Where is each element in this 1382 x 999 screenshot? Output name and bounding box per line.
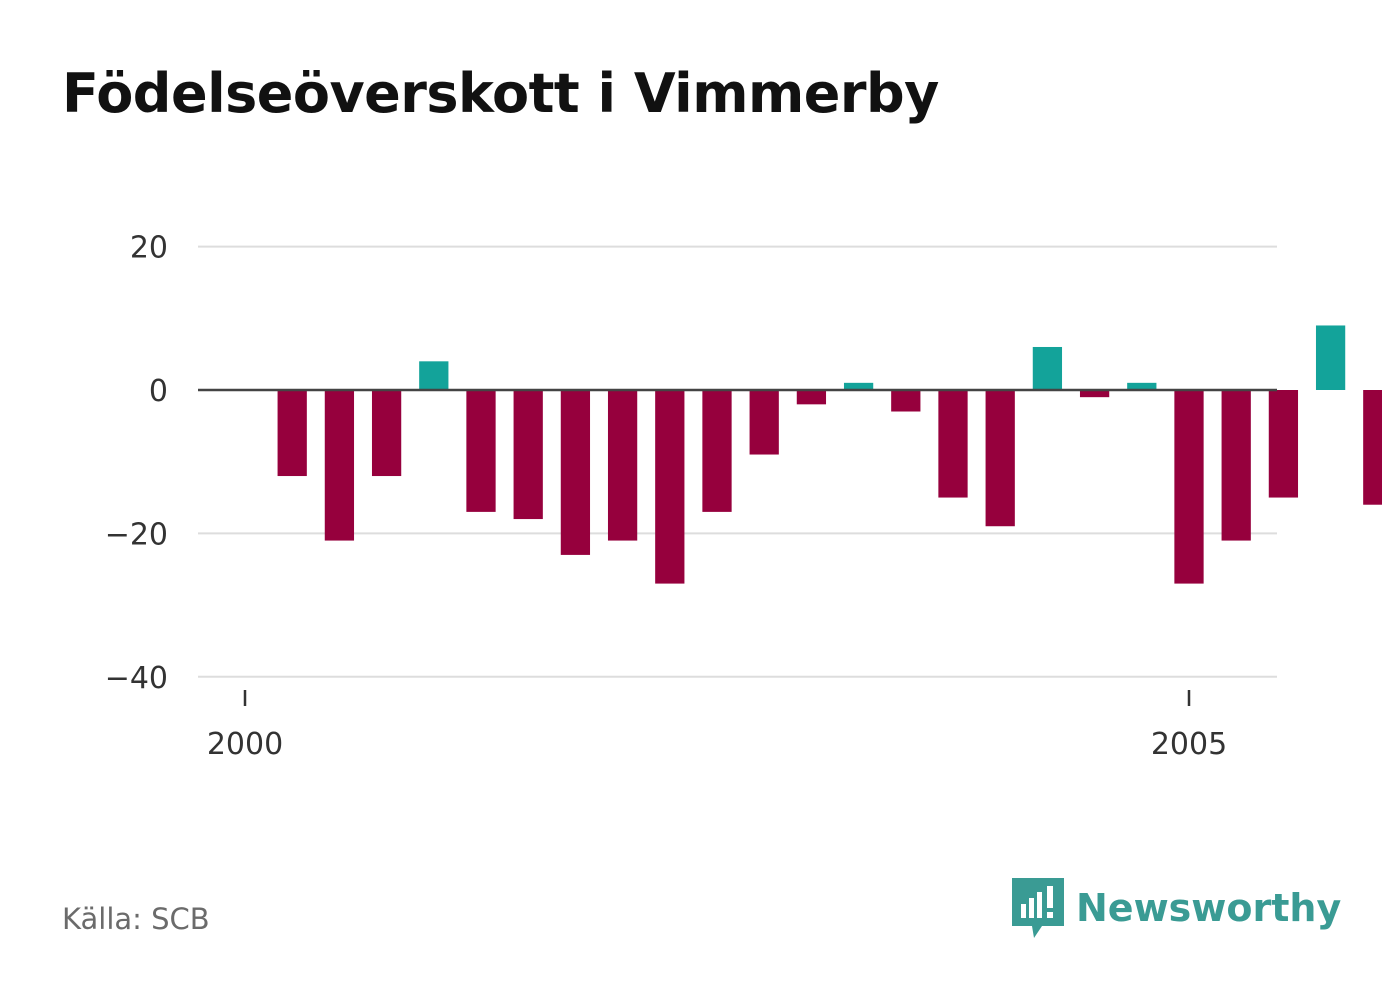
bar [1079, 390, 1110, 398]
x-tick-label: 2005 [1151, 727, 1227, 762]
bar [655, 390, 685, 584]
bar [1032, 346, 1063, 390]
bar [985, 390, 1015, 527]
brand-logo: Newsworthy [1012, 878, 1341, 938]
bar [1221, 390, 1251, 541]
y-tick-label: 0 [149, 374, 168, 409]
y-axis-labels: 20 0 −20 −40 [105, 231, 168, 696]
bar [749, 390, 779, 455]
brand-name: Newsworthy [1076, 886, 1342, 930]
bar [1268, 390, 1299, 498]
bar-chart-speech-bubble-icon [1012, 878, 1064, 938]
bar [891, 390, 921, 412]
y-tick-label: 20 [130, 231, 168, 266]
bar-series [277, 325, 1382, 584]
x-tick-label: 2000 [207, 727, 283, 762]
bar [702, 390, 732, 512]
bar [513, 390, 543, 520]
source-text: Källa: SCB [62, 902, 210, 936]
bar [938, 390, 968, 498]
bar [560, 390, 591, 555]
bar [324, 390, 355, 541]
bar [1127, 382, 1157, 390]
bar [277, 390, 307, 477]
bar [419, 361, 449, 390]
gridlines [198, 245, 1277, 678]
y-tick-label: −40 [105, 661, 168, 696]
bar [371, 390, 402, 477]
chart-title: Födelseöverskott i Vimmerby [62, 62, 939, 125]
bar [607, 390, 638, 541]
bar [466, 390, 496, 512]
y-tick-label: −20 [105, 517, 168, 552]
bar [843, 382, 874, 390]
bar [1174, 390, 1204, 584]
x-axis-labels: 200020052010201520202025 [207, 690, 1227, 762]
bar [1363, 390, 1382, 505]
bar [796, 390, 827, 405]
bar [1315, 325, 1346, 390]
